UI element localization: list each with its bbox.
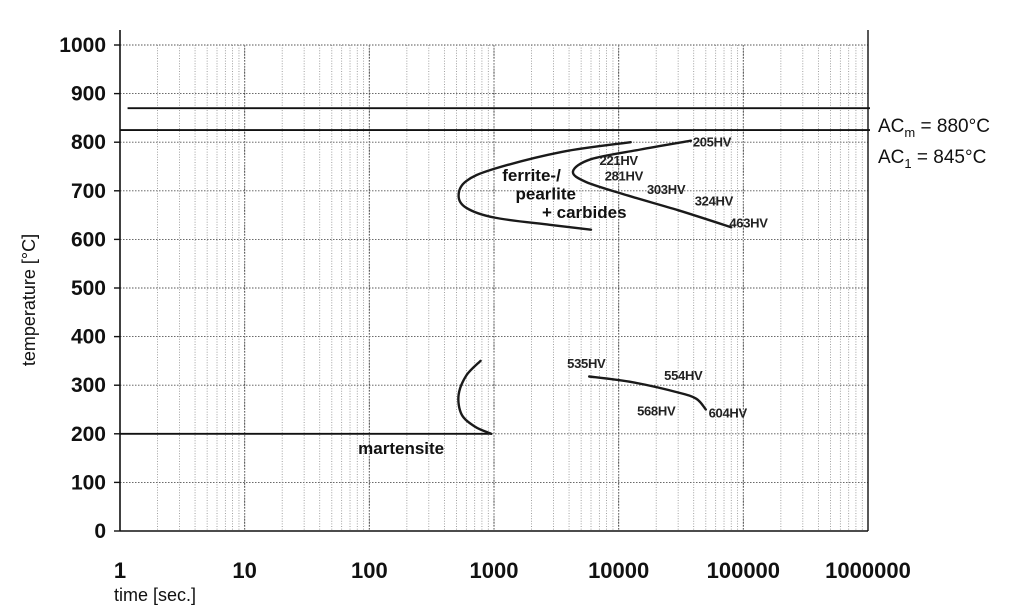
x-axis-label: time [sec.] xyxy=(114,585,196,605)
y-tick-label: 500 xyxy=(71,277,106,300)
phase-label: pearlite xyxy=(515,185,575,204)
hardness-label: 463HV xyxy=(729,216,768,231)
y-tick-label: 200 xyxy=(71,423,106,446)
x-tick-label: 10 xyxy=(232,558,256,583)
ac-label-ACm: ACm = 880°C xyxy=(878,116,990,140)
hardness-label: 604HV xyxy=(709,405,748,420)
hardness-label: 205HV xyxy=(693,135,732,150)
axes xyxy=(114,30,869,532)
hardness-label: 221HV xyxy=(600,153,639,168)
y-tick-label: 0 xyxy=(94,520,106,543)
curves xyxy=(457,139,733,435)
x-tick-label: 100 xyxy=(351,558,388,583)
y-tick-label: 1000 xyxy=(59,34,106,57)
hardness-label: 324HV xyxy=(695,193,734,208)
hardness-label: 281HV xyxy=(605,169,644,184)
phase-label: + carbides xyxy=(542,203,627,222)
hardness-label: 554HV xyxy=(664,368,703,383)
y-axis-label: temperature [°C] xyxy=(19,234,39,366)
phase-label: ferrite-/ xyxy=(502,166,561,185)
tick-labels: 0 100 200 300 400 500 600 700 800 900 1000 1 10 100 10… xyxy=(59,34,911,583)
y-tick-label: 900 xyxy=(71,83,106,106)
y-tick-label: 800 xyxy=(71,131,106,154)
reference-lines xyxy=(120,107,870,435)
x-tick-label: 10000 xyxy=(588,558,649,583)
grid xyxy=(120,44,869,531)
x-tick-label: 100000 xyxy=(707,558,780,583)
curve-bainite-start xyxy=(457,359,493,435)
hardness-label: 303HV xyxy=(647,182,686,197)
ac-label-AC1: AC1 = 845°C xyxy=(878,147,986,171)
hardness-label: 568HV xyxy=(637,403,676,418)
x-tick-label: 1 xyxy=(114,558,126,583)
y-tick-label: 100 xyxy=(71,471,106,494)
y-tick-label: 600 xyxy=(71,228,106,251)
curve-bainite-finish xyxy=(588,375,707,411)
annotations: ACm = 880°C AC1 = 845°C 205HV 221HV281HV303… xyxy=(358,116,990,458)
x-tick-label: 1000 xyxy=(470,558,519,583)
y-tick-label: 400 xyxy=(71,326,106,349)
x-tick-label: 1000000 xyxy=(825,558,911,583)
curve-ferrite-pearlite-start xyxy=(457,141,632,231)
y-tick-label: 300 xyxy=(71,374,106,397)
curve-ferrite-pearlite-finish xyxy=(571,139,733,229)
y-tick-label: 700 xyxy=(71,180,106,203)
phase-label: martensite xyxy=(358,439,444,458)
hardness-label: 535HV xyxy=(567,356,606,371)
